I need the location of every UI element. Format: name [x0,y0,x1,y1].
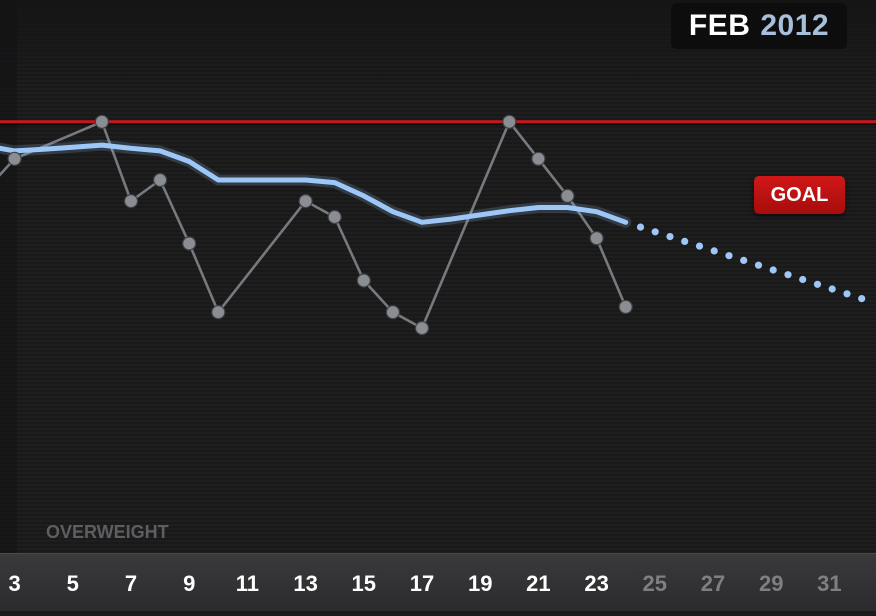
x-tick-label: 7 [125,571,137,596]
projection-dot [651,228,659,236]
projection-dot [828,285,836,293]
trend-line [0,142,629,225]
projection-dot [740,256,748,264]
x-tick-label: 25 [643,571,667,596]
projection-dot [710,247,718,255]
weight-point [356,273,371,288]
x-tick-label: 9 [183,571,195,596]
projection-dot [681,237,689,245]
x-tick-label: 3 [8,571,20,596]
goal-badge: GOAL [754,176,845,214]
projection-dot [799,275,807,284]
weight-point [560,188,575,203]
year-label: 2012 [760,9,830,42]
projection-dot [769,266,777,274]
projection-dot [666,233,674,241]
projection-series [636,223,866,303]
projection-dot [695,242,704,250]
weight-point [327,209,342,225]
projection-dot [858,295,866,303]
x-tick-label: 23 [584,571,608,596]
x-tick-label: 31 [817,571,841,596]
weight-point [182,236,197,251]
weight-point [385,305,400,320]
weight-point [414,321,430,336]
x-tick-label: 29 [759,571,783,596]
weight-point [589,231,604,246]
trend-series [0,139,632,228]
zone-label: OVERWEIGHT [46,522,169,542]
x-tick-label: 15 [352,571,376,596]
weight-point [7,151,22,166]
projection-dot [813,280,822,288]
x-tick-label: 27 [701,571,725,596]
weight-points [7,114,633,336]
weight-point [531,151,546,166]
month-badge: FEB 2012 [671,3,847,49]
x-tick-label: 13 [293,571,317,596]
x-tick-label: 11 [236,571,259,596]
projection-dot [784,271,792,279]
month-label: FEB [688,9,751,42]
projection-dot [754,261,763,269]
x-axis: 3 5 7 9 11 13 15 17 19 21 23 25 27 29 31 [8,571,841,596]
weight-point [123,194,139,209]
x-tick-label: 19 [468,571,492,596]
weight-point [94,114,110,129]
projection-dot [636,223,645,231]
x-tick-label: 21 [526,571,550,596]
x-axis-bar: 3 5 7 9 11 13 15 17 19 21 23 25 27 29 31 [0,553,876,611]
weight-point [618,299,633,314]
weight-point [153,172,168,188]
x-tick-label: 17 [410,571,434,596]
x-tick-label: 5 [67,571,79,596]
weight-point [502,114,517,129]
weight-point [211,305,226,320]
plot-background [0,0,876,553]
projection-dot [843,290,851,298]
goal-layer [0,120,876,126]
projection-dot [725,252,733,260]
left-edge-band [0,0,17,553]
weight-point [298,194,313,209]
